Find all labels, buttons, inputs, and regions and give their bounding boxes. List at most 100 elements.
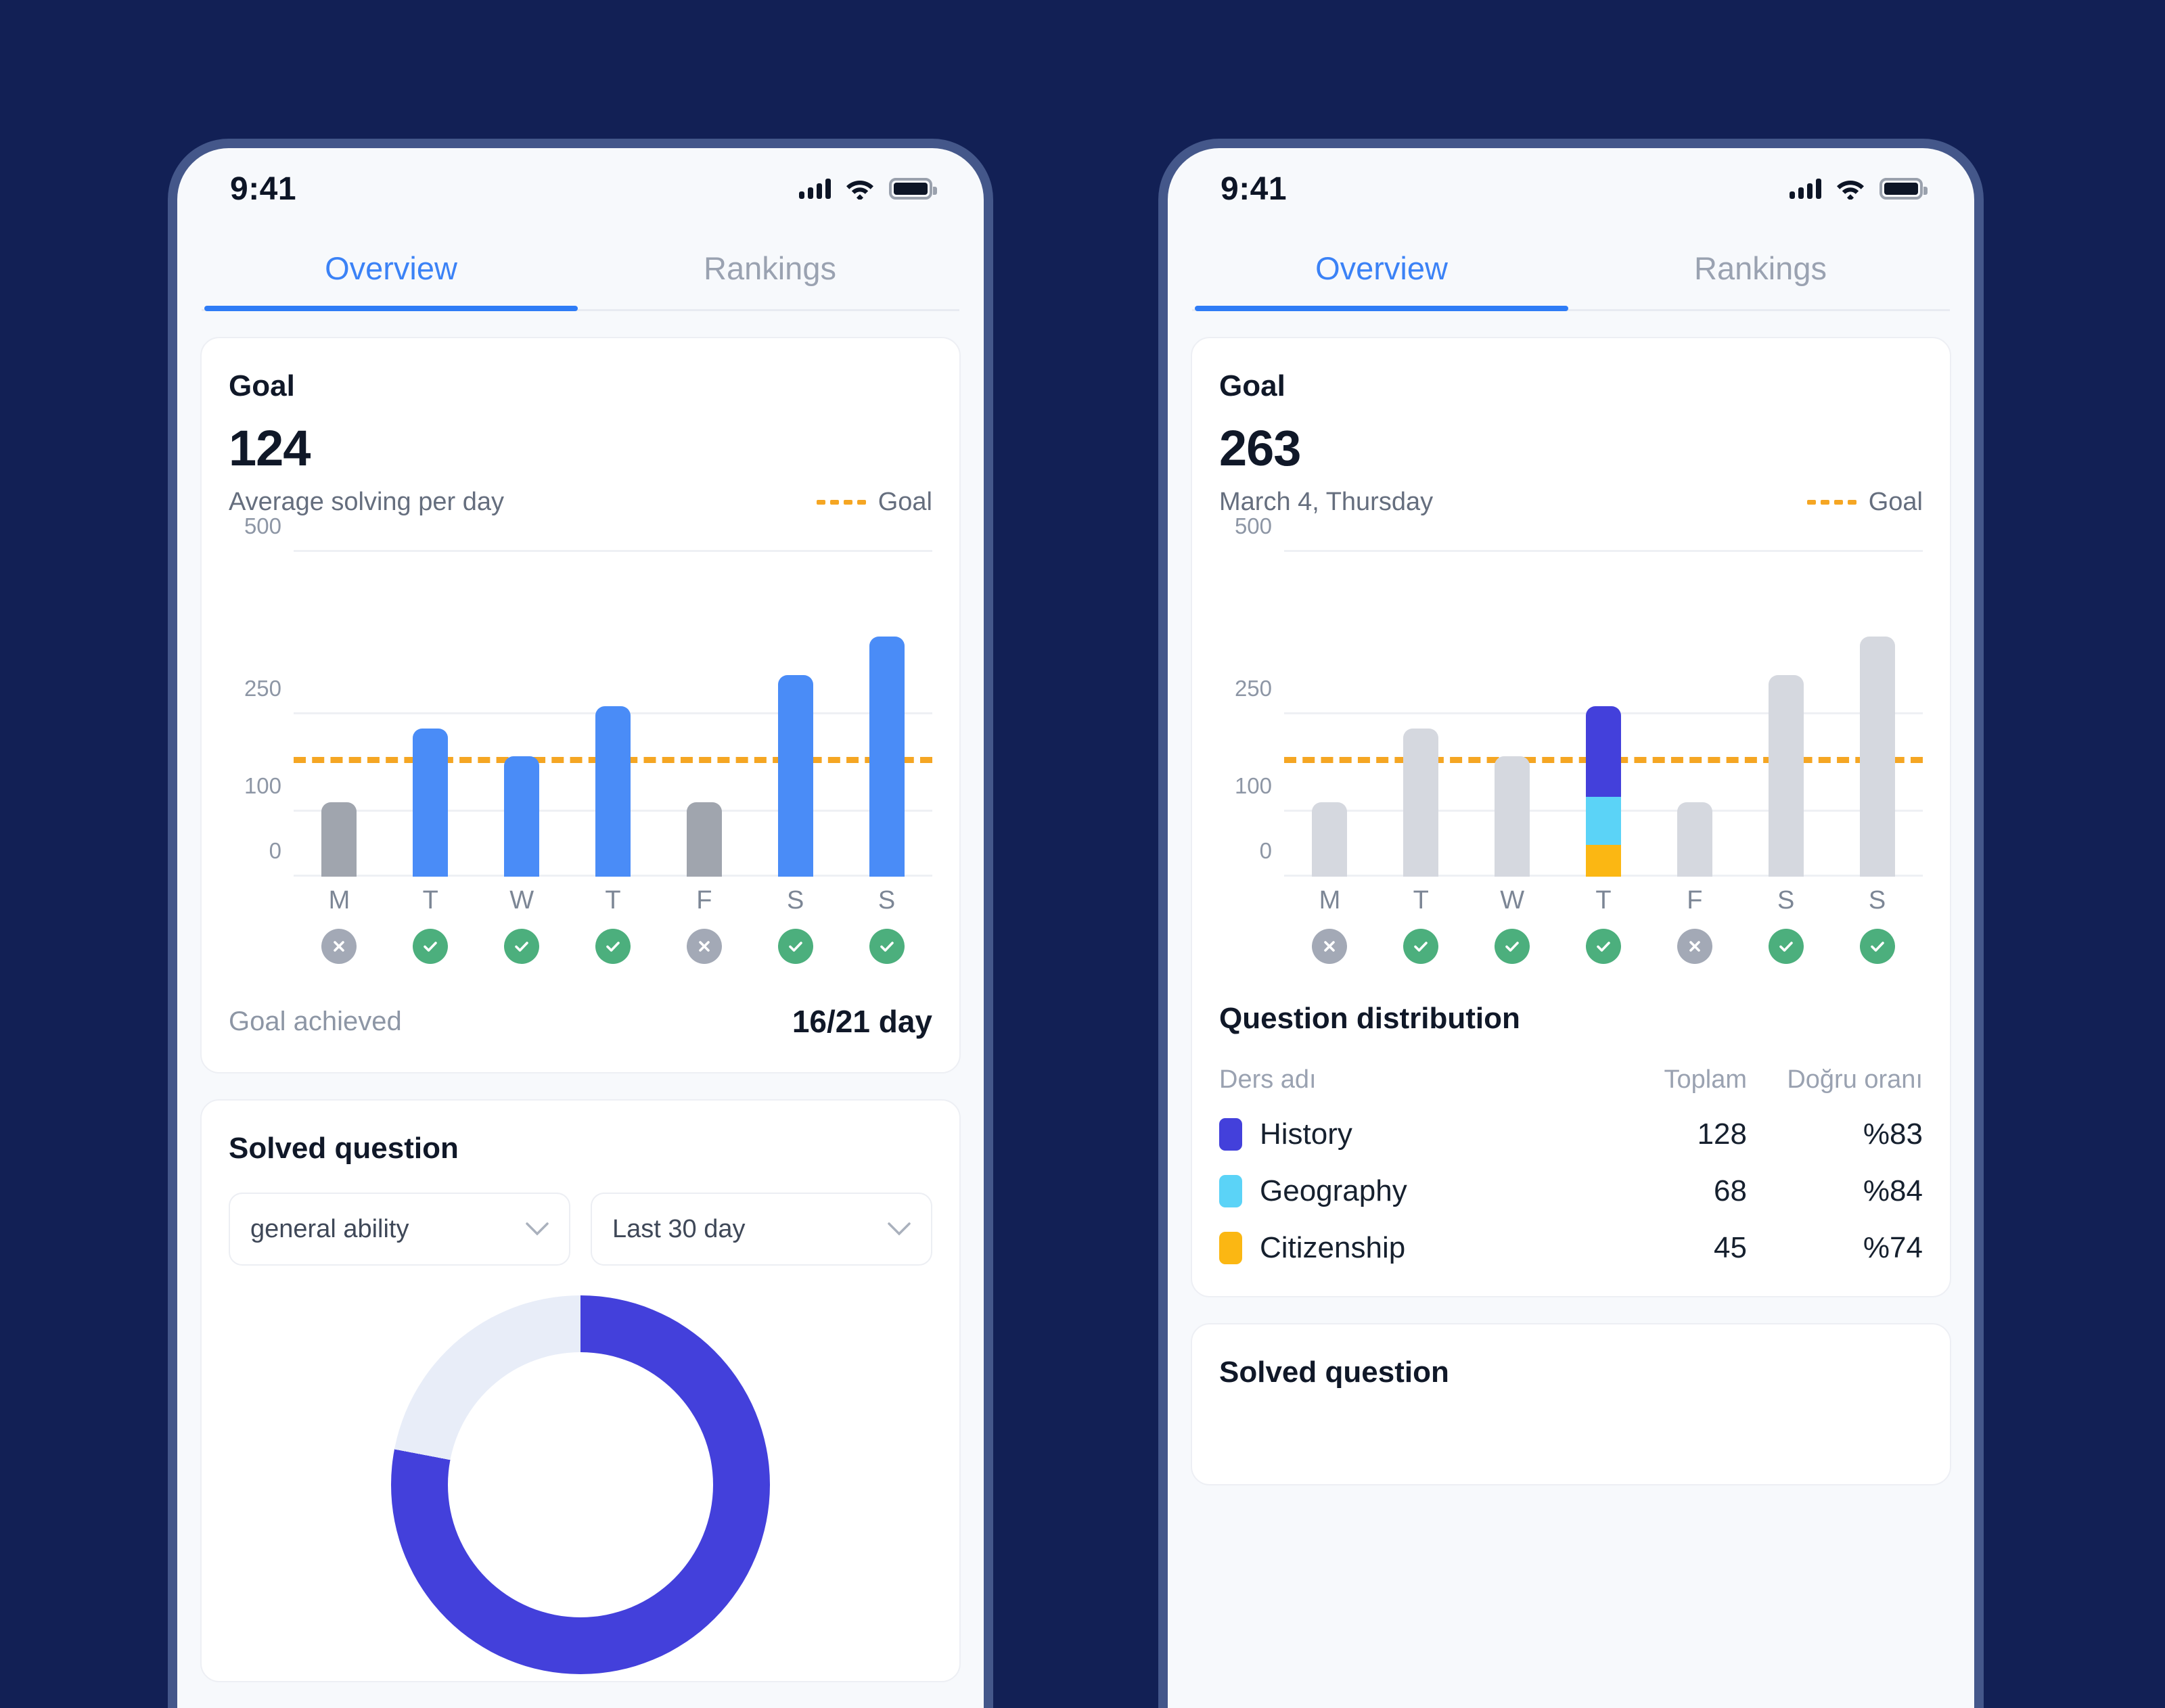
x-axis-slot: T bbox=[385, 886, 476, 964]
goal-missed-cross-icon bbox=[1312, 929, 1348, 964]
solved-question-card-right: Solved question bbox=[1191, 1323, 1951, 1485]
bar-slot bbox=[1284, 552, 1375, 877]
y-axis-tick: 0 bbox=[269, 838, 281, 863]
chart-bar[interactable] bbox=[869, 636, 905, 877]
tab-rankings[interactable]: Rankings bbox=[704, 250, 836, 286]
distribution-row: Citizenship 45 %74 bbox=[1219, 1231, 1923, 1265]
solved-question-donut bbox=[391, 1295, 770, 1674]
distribution-total: 128 bbox=[1697, 1117, 1747, 1151]
goal-met-check-icon bbox=[777, 929, 813, 964]
y-axis-tick: 250 bbox=[1234, 676, 1272, 701]
grid-line bbox=[1284, 550, 1923, 552]
subject-select[interactable]: general ability bbox=[229, 1193, 570, 1266]
tab-bar-divider bbox=[202, 309, 959, 311]
chart-bar[interactable] bbox=[1312, 802, 1348, 877]
x-axis-tick: W bbox=[1500, 886, 1525, 915]
chart-bar[interactable] bbox=[413, 729, 449, 877]
goal-card-left: Goal 124 Average solving per day Goal 0 1… bbox=[200, 337, 961, 1074]
distribution-rate: %84 bbox=[1863, 1174, 1923, 1207]
tab-overview[interactable]: Overview bbox=[1192, 250, 1571, 311]
goal-card-right: Goal 263 March 4, Thursday Goal 0 100 250 5… bbox=[1191, 337, 1951, 1297]
goal-legend-label: Goal bbox=[1868, 488, 1923, 516]
x-axis-slot: T bbox=[1375, 886, 1467, 964]
distribution-total: 68 bbox=[1714, 1174, 1747, 1207]
y-axis-tick: 500 bbox=[244, 513, 281, 538]
canvas: 9:41 Overview Rankings Goal 124 A bbox=[168, 139, 1984, 1708]
x-axis-tick: S bbox=[1868, 886, 1886, 915]
x-axis-slot: W bbox=[476, 886, 568, 964]
goal-bar-chart-left: 0 100 250 500 bbox=[229, 513, 932, 877]
bar-slot bbox=[568, 552, 659, 877]
chart-bar[interactable] bbox=[1586, 706, 1621, 877]
x-axis-slot: S bbox=[750, 886, 841, 964]
goal-card-subtitle: Average solving per day bbox=[229, 488, 504, 516]
battery-icon bbox=[1879, 178, 1928, 200]
x-axis-slot: M bbox=[294, 886, 385, 964]
grid-line bbox=[294, 550, 932, 552]
chart-bar[interactable] bbox=[686, 802, 722, 877]
y-axis-tick: 100 bbox=[1234, 773, 1272, 798]
goal-missed-cross-icon bbox=[686, 929, 722, 964]
goal-met-check-icon bbox=[1859, 929, 1895, 964]
distribution-subject-label: Geography bbox=[1260, 1174, 1407, 1207]
bar-slot bbox=[1558, 552, 1649, 877]
distribution-rate: %74 bbox=[1863, 1231, 1923, 1264]
color-swatch-icon bbox=[1219, 1175, 1242, 1207]
x-axis-slot: S bbox=[1831, 886, 1923, 964]
status-bar-left: 9:41 bbox=[177, 148, 984, 229]
x-axis-slot: W bbox=[1467, 886, 1558, 964]
goal-legend: Goal bbox=[816, 488, 932, 517]
goal-met-check-icon bbox=[1495, 929, 1530, 964]
y-axis-left: 0 100 250 500 bbox=[229, 513, 281, 877]
chart-bar[interactable] bbox=[1768, 675, 1804, 877]
tab-overview[interactable]: Overview bbox=[202, 250, 580, 311]
bars-row-left bbox=[294, 552, 932, 877]
range-select[interactable]: Last 30 day bbox=[591, 1193, 932, 1266]
distribution-subject-label: Citizenship bbox=[1260, 1231, 1406, 1264]
y-axis-tick: 0 bbox=[1259, 838, 1272, 863]
goal-card-value: 124 bbox=[229, 420, 311, 476]
chart-bar[interactable] bbox=[1859, 636, 1895, 877]
range-select-value: Last 30 day bbox=[612, 1214, 746, 1243]
chart-bar[interactable] bbox=[1403, 729, 1439, 877]
phone-mockup-right: 9:41 Overview Rankings Goal 263 M bbox=[1158, 139, 1984, 1708]
bar-slot bbox=[1649, 552, 1740, 877]
solved-question-title: Solved question bbox=[1219, 1356, 1449, 1389]
bar-slot bbox=[385, 552, 476, 877]
chart-bar[interactable] bbox=[595, 706, 631, 877]
x-axis-tick: F bbox=[1687, 886, 1703, 915]
tab-bar-divider bbox=[1192, 309, 1950, 311]
goal-card-subrow: Average solving per day Goal bbox=[229, 488, 932, 517]
distribution-subject: History bbox=[1219, 1117, 1591, 1151]
tab-bar-left: Overview Rankings bbox=[177, 250, 984, 311]
subject-select-value: general ability bbox=[250, 1214, 409, 1243]
distribution-subject: Geography bbox=[1219, 1174, 1591, 1208]
chart-bar[interactable] bbox=[1677, 802, 1712, 877]
status-bar-right: 9:41 bbox=[1168, 148, 1974, 229]
solved-question-card-left: Solved question general ability Last 30 … bbox=[200, 1099, 961, 1682]
screen-content-left: Goal 124 Average solving per day Goal 0 1… bbox=[177, 337, 984, 1682]
goal-met-check-icon bbox=[504, 929, 540, 964]
goal-card-subrow: March 4, Thursday Goal bbox=[1219, 488, 1923, 517]
chart-bar[interactable] bbox=[504, 756, 540, 877]
distribution-row: History 128 %83 bbox=[1219, 1117, 1923, 1151]
distribution-rows: History 128 %83 Geography 68 %84 Citizenship 45… bbox=[1219, 1117, 1923, 1265]
y-axis-right: 0 100 250 500 bbox=[1219, 513, 1272, 877]
tab-rankings[interactable]: Rankings bbox=[1694, 250, 1827, 286]
goal-missed-cross-icon bbox=[1677, 929, 1712, 964]
bar-slot bbox=[1467, 552, 1558, 877]
chart-bar[interactable] bbox=[321, 802, 357, 877]
status-icons bbox=[799, 178, 937, 200]
bar-slot bbox=[294, 552, 385, 877]
x-axis-tick: S bbox=[878, 886, 896, 915]
chart-bar[interactable] bbox=[777, 675, 813, 877]
bar-slot bbox=[1375, 552, 1467, 877]
y-axis-tick: 250 bbox=[244, 676, 281, 701]
color-swatch-icon bbox=[1219, 1118, 1242, 1151]
chart-bar[interactable] bbox=[1495, 756, 1530, 877]
goal-achieved-value: 16/21 day bbox=[792, 1004, 932, 1039]
goal-legend: Goal bbox=[1806, 488, 1923, 517]
chart-bar-segment-citizenship bbox=[1586, 844, 1621, 877]
